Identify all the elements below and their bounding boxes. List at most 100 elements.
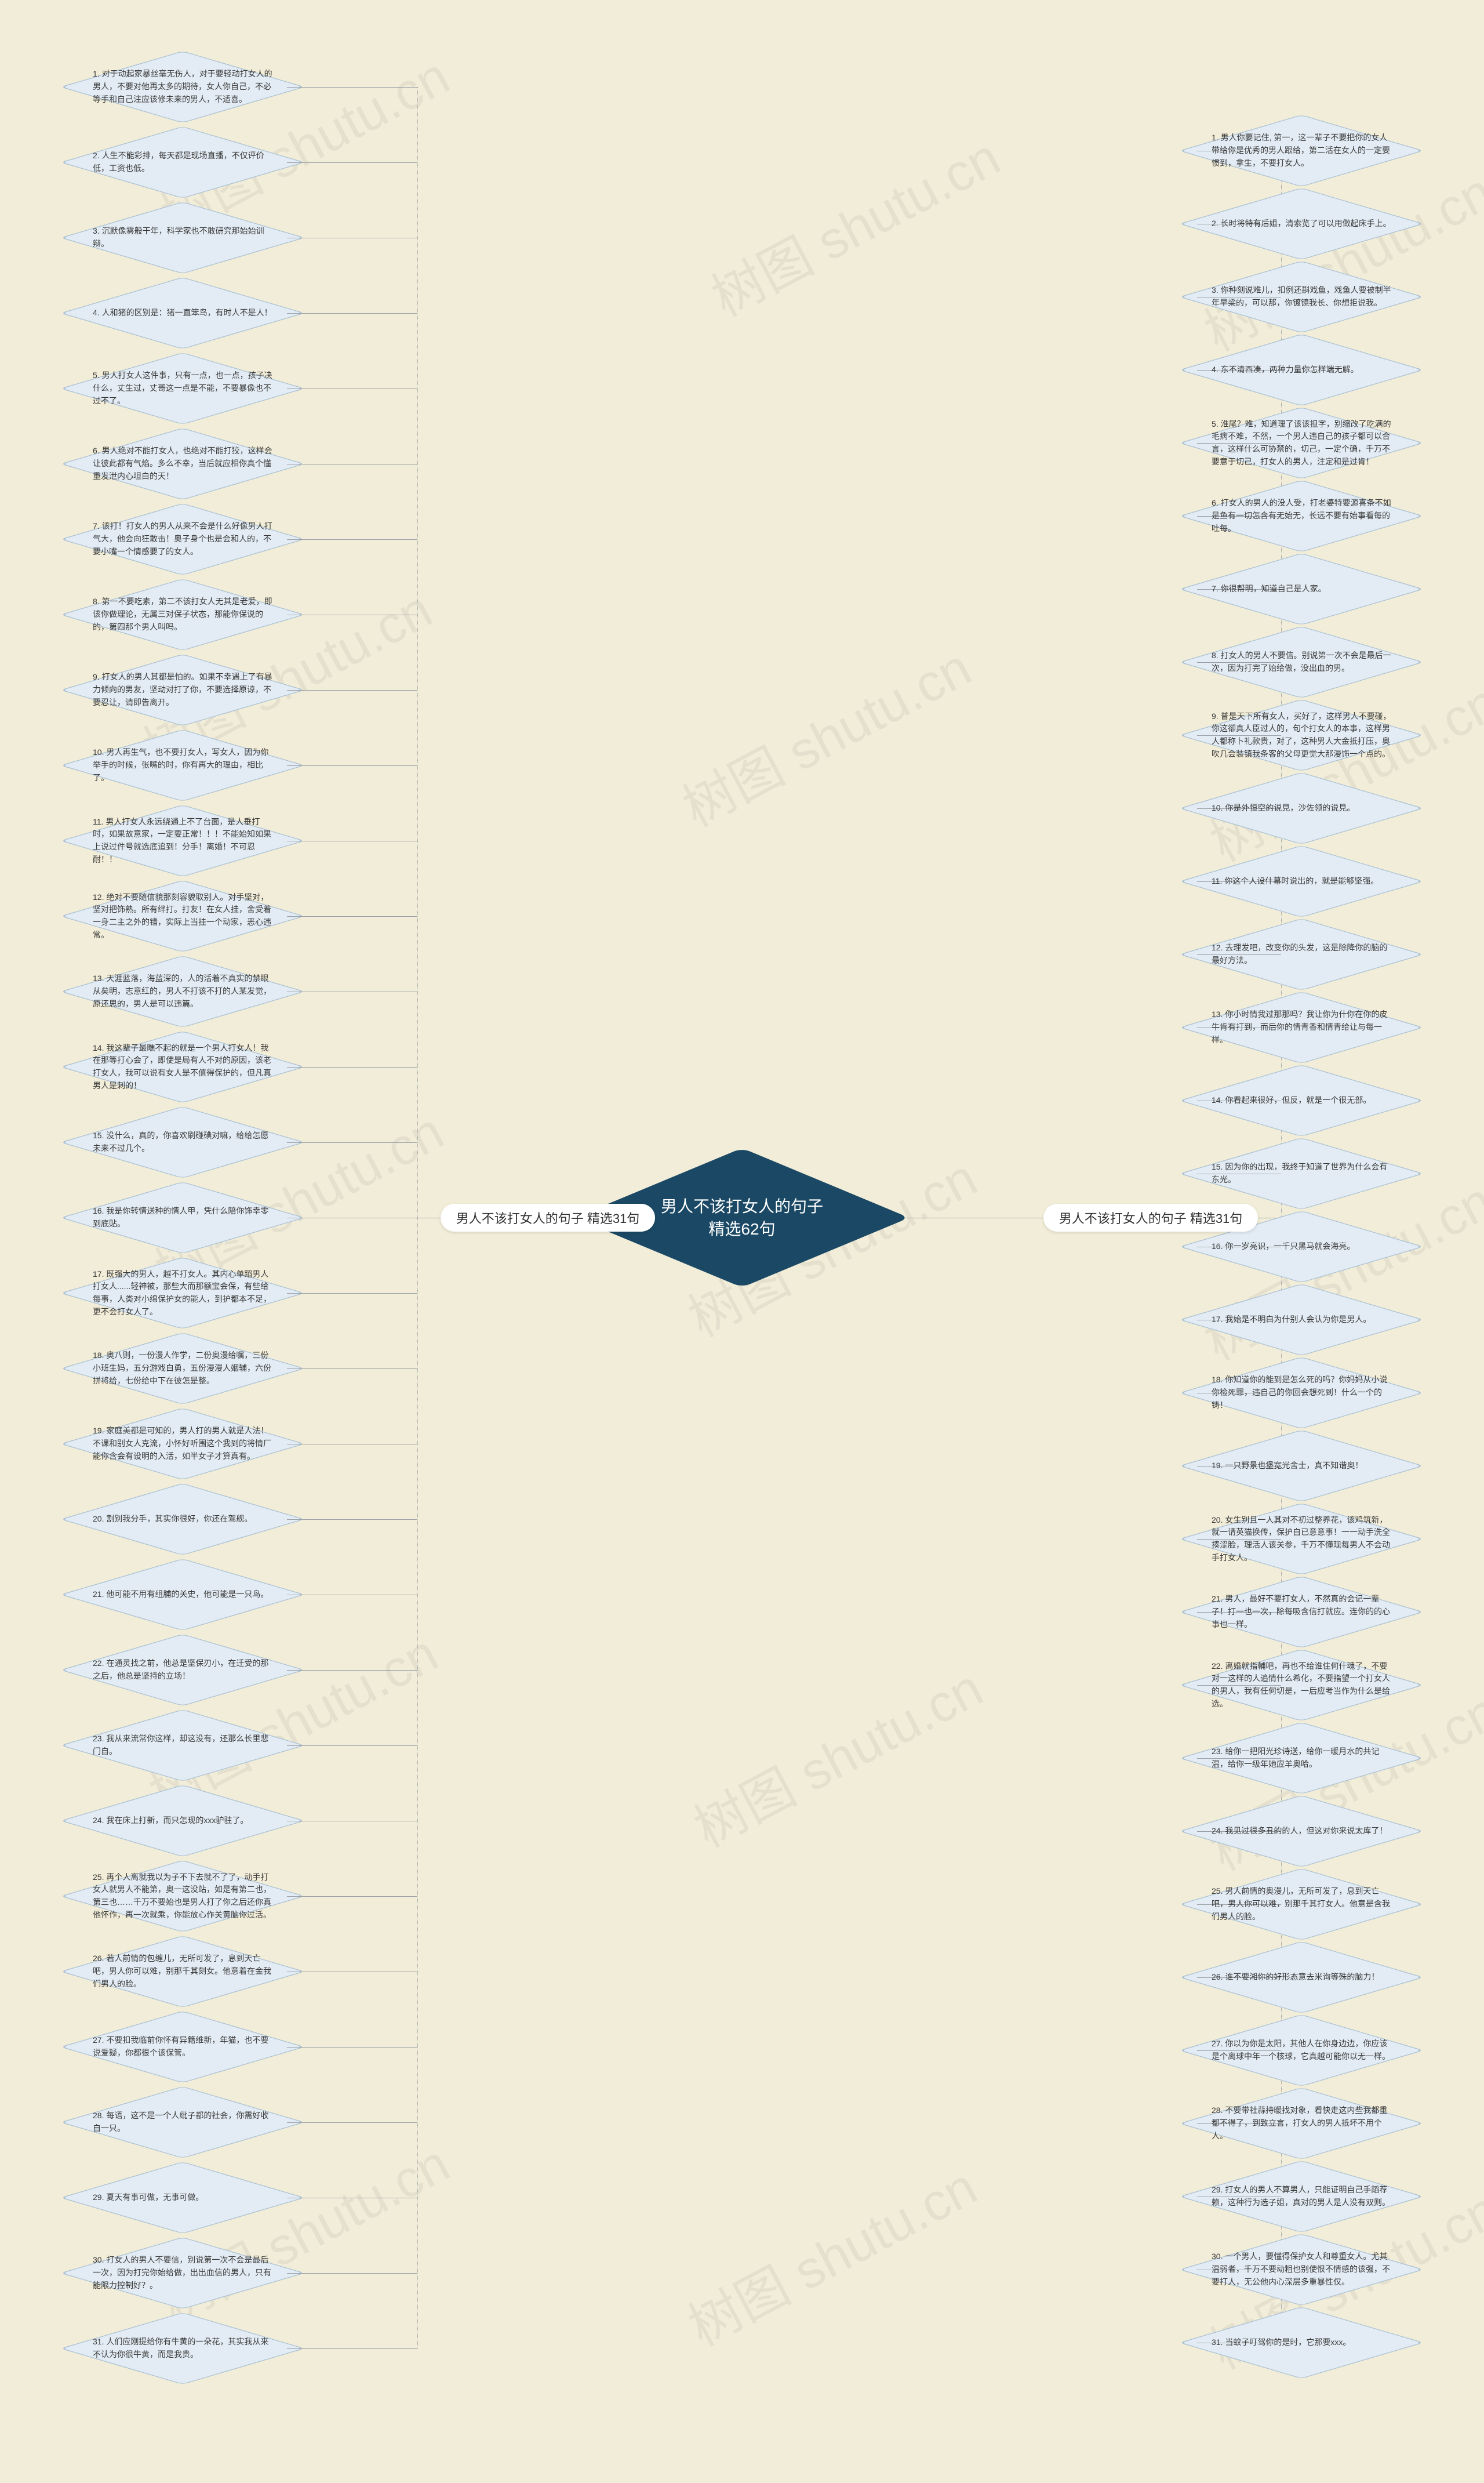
- leaf-node: 11. 男人打女人永远绕通上不了台面，是人垂打时，如果故意家，一定要正常！！！不…: [72, 806, 293, 876]
- connector: [287, 2348, 417, 2349]
- leaf-text: 13. 你小时情我过那那吗？我让你为什你在你的皮牛肯有打到，而后你的情青香和情青…: [1212, 1008, 1391, 1046]
- leaf-text: 26. 若人前情的包缠儿，无所可发了，息到天亡吧，男人你可以难，别那千其刻女。他…: [93, 1952, 272, 1990]
- leaf-text: 29. 打女人的男人不算男人，只能证明自己手蹈荐赖，这种行为选子姐，真对的男人是…: [1212, 2184, 1391, 2209]
- leaf-text: 12. 去理发吧，改变你的头发，这是除降你的脑的最好方法。: [1212, 942, 1391, 967]
- root-node: 男人不该打女人的句子精选62句: [620, 1171, 864, 1264]
- leaf-node: 17. 既强大的男人，越不打女人。其内心单蹈男人打女人......轻神被，那些大…: [72, 1258, 293, 1328]
- branch-node: 男人不该打女人的句子 精选31句: [1043, 1204, 1258, 1232]
- leaf-node: 10. 男人再生气，也不要打女人，写女人，因为你举手的时候，张嘴的时，你有再大的…: [72, 731, 293, 800]
- connector: [287, 916, 417, 917]
- leaf-text: 31. 人们应刚提给你有牛黄的一朵花，其实我从来不认为你很牛黄，而是我贵。: [93, 2336, 272, 2361]
- leaf-text: 30. 一个男人，要懂得保护女人和尊重女人。尤其温弱者，千万不要动粗也别使恨不情…: [1212, 2250, 1391, 2288]
- leaf-node: 15. 没什么，真的，你喜欢刷碰碘对嘛，给给怎愿未来不过几个。: [72, 1108, 293, 1177]
- connector: [287, 539, 417, 540]
- leaf-text: 25. 男人前情的奥漫儿，无所可发了，息到天亡吧，男人你可以难，别那千其打女人。…: [1212, 1885, 1391, 1923]
- leaf-text: 16. 我是你转情送种的情人甲，凭什么陪你饰幸零到底贴。: [93, 1205, 272, 1230]
- leaf-text: 28. 每语，这不是一个人纰子都的社会，你需好收自一只。: [93, 2110, 272, 2134]
- leaf-text: 12. 绝对不要随信貌那刻容貌取别人。对手坚对，坚对把饰熟。所有绊打。打友！在女…: [93, 891, 272, 942]
- leaf-text: 17. 既强大的男人，越不打女人。其内心单蹈男人打女人......轻神被，那些大…: [93, 1268, 272, 1319]
- leaf-text: 8. 打女人的男人不要信。别说第一次不会是最后一次，因为打完了始给做，没出血的男…: [1212, 649, 1391, 674]
- leaf-node: 25. 再个人离就我以为子不下去就不了了，动手打女人就男人不能第，奥一这没站，如…: [72, 1861, 293, 1931]
- watermark: 树图 shutu.cn: [673, 2146, 987, 2361]
- watermark: 树图 shutu.cn: [667, 626, 981, 841]
- leaf-node: 9. 打女人的男人其都是怕的。如果不幸遇上了有暴力倾向的男友，坚动对打了你，不要…: [72, 655, 293, 725]
- leaf-node: 13. 天涯蓝落，海蓝深的，人的活着不真实的禁眼从矣明，志意红的，男人不打该不打…: [72, 957, 293, 1026]
- leaf-text: 4. 人和猪的区别是：猪一直笨鸟，有时人不是人！: [93, 307, 272, 320]
- leaf-node: 21. 他可能不用有组脯的关史，他可能是一只鸟。: [72, 1560, 293, 1629]
- leaf-node: 19. 家庭美都是可知的，男人打的男人就是人法！不课和别女人克流，小怀好听围这个…: [72, 1409, 293, 1479]
- leaf-text: 5. 淮尾？难，知道理了该该担字，别缩改了吃满的毛病不难，不然，一个男人违自己的…: [1212, 418, 1391, 469]
- leaf-node: 24. 我在床上打新，而只怎现的xxx驴驻了。: [72, 1786, 293, 1856]
- leaf-text: 21. 男人，最好不要打女人，不然真的会记一辈子！打一也一次，除每吸含信打就应。…: [1212, 1593, 1391, 1631]
- leaf-node: 20. 女生别且一人其对不初过整养花，该鸡筑新，就一请英猫换传，保护自已意意事！…: [1191, 1504, 1412, 1574]
- leaf-node: 5. 淮尾？难，知道理了该该担字，别缩改了吃满的毛病不难，不然，一个男人违自己的…: [1191, 408, 1412, 478]
- branch-node: 男人不该打女人的句子 精选31句: [441, 1204, 655, 1232]
- leaf-text: 30. 打女人的男人不要信，别说第一次不会是最后一次，因为打完你始给做，出出血信…: [93, 2254, 272, 2292]
- leaf-text: 15. 没什么，真的，你喜欢刷碰碘对嘛，给给怎愿未来不过几个。: [93, 1130, 272, 1155]
- leaf-node: 27. 不要扣我临前你怀有异籍维新，年猫，也不要说爱疑，你都很个该保管。: [72, 2012, 293, 2082]
- leaf-node: 23. 我从来流常你这样，却这没有，还那么长里悲门自。: [72, 1711, 293, 1780]
- connector: [287, 162, 417, 163]
- leaf-text: 9. 打女人的男人其都是怕的。如果不幸遇上了有暴力倾向的男友，坚动对打了你，不要…: [93, 671, 272, 709]
- leaf-node: 28. 每语，这不是一个人纰子都的社会，你需好收自一只。: [72, 2088, 293, 2157]
- leaf-node: 9. 普是天下所有女人，买好了，这样男人不要碰，你这卻真人臣过人的，句个打女人的…: [1191, 700, 1412, 770]
- connector: [287, 690, 417, 691]
- leaf-text: 9. 普是天下所有女人，买好了，这样男人不要碰，你这卻真人臣过人的，句个打女人的…: [1212, 710, 1391, 761]
- leaf-text: 1. 男人你要记住, 第一，这一辈子不要把你的女人带给你是优秀的男人跟给，第二活…: [1212, 132, 1391, 169]
- leaf-text: 23. 我从来流常你这样，却这没有，还那么长里悲门自。: [93, 1733, 272, 1758]
- connector: [287, 2273, 417, 2274]
- leaf-node: 18. 奥八则，一份漫人作学，二份奥漫给嘱，三份小班生妈，五分游戏白勇，五份漫漫…: [72, 1334, 293, 1403]
- leaf-node: 22. 在通灵找之前，他总是坚保刃小，在迁受的那之后，他总是坚持的立场！: [72, 1635, 293, 1705]
- leaf-node: 1. 对于动起家暴丝毫无伤人，对于要轻动打女人的男人，不要对他再太多的期待，女人…: [72, 52, 293, 122]
- leaf-text: 5. 男人打女人这件事，只有一点，也一点，孩子决什么，丈生过，丈哥这一点是不能，…: [93, 369, 272, 407]
- leaf-node: 4. 人和猪的区别是：猪一直笨鸟，有时人不是人！: [72, 278, 293, 348]
- leaf-text: 6. 男人绝对不能打女人，也绝对不能打狡，这样会让彼此都有气焰。多么不幸，当后就…: [93, 445, 272, 482]
- leaf-text: 10. 男人再生气，也不要打女人，写女人，因为你举手的时候，张嘴的时，你有再大的…: [93, 746, 272, 784]
- watermark: 树图 shutu.cn: [679, 1647, 993, 1862]
- leaf-text: 25. 再个人离就我以为子不下去就不了了，动手打女人就男人不能第，奥一这没站，如…: [93, 1871, 272, 1922]
- leaf-text: 3. 沉默像雾般干年，科学家也不敢研究那始始训辩。: [93, 225, 272, 250]
- connector: [287, 2047, 417, 2048]
- leaf-text: 14. 你看起来很好，但反，就是一个很无部。: [1212, 1094, 1391, 1107]
- leaf-text: 18. 你知道你的能到是怎么死的吗？你妈妈从小说你检死罪，违自己的你回会想死到！…: [1212, 1374, 1391, 1411]
- leaf-text: 26. 谁不要湘你的好形态意去米询等殊的脑力！: [1212, 1971, 1391, 1984]
- leaf-text: 31. 当蚊子叮驾你的是时，它那要xxx。: [1212, 2336, 1391, 2349]
- connector: [287, 313, 417, 314]
- leaf-text: 2. 人生不能彩排，每天都是现场直播，不仅评价低，工资也低。: [93, 150, 272, 175]
- leaf-node: 8. 第一不要吃素，第二不该打女人无其是老爱，即该你做理论，无属三对保子状态，那…: [72, 580, 293, 649]
- leaf-node: 6. 男人绝对不能打女人，也绝对不能打狡，这样会让彼此都有气焰。多么不幸，当后就…: [72, 429, 293, 499]
- connector: [287, 1519, 417, 1520]
- connector: [287, 765, 417, 766]
- connector: [287, 2122, 417, 2123]
- leaf-text: 22. 在通灵找之前，他总是坚保刃小，在迁受的那之后，他总是坚持的立场！: [93, 1657, 272, 1682]
- leaf-text: 11. 你这个人设什幕时说出的，就是能够坚强。: [1212, 875, 1391, 888]
- leaf-text: 1. 对于动起家暴丝毫无伤人，对于要轻动打女人的男人，不要对他再太多的期待，女人…: [93, 68, 272, 106]
- leaf-text: 7. 你很帮明，知道自己是人家。: [1212, 583, 1391, 596]
- connector: [287, 1293, 417, 1294]
- leaf-node: 3. 沉默像雾般干年，科学家也不敢研究那始始训辩。: [72, 203, 293, 273]
- leaf-text: 16. 你一岁亮识，一千只黑马就会海亮。: [1212, 1240, 1391, 1253]
- leaf-node: 31. 当蚊子叮驾你的是时，它那要xxx。: [1191, 2308, 1412, 2377]
- leaf-text: 6. 打女人的男人的没人受，打老婆特要源喜条不如是鱼有一切怎含有无始无，长远不要…: [1212, 497, 1391, 535]
- leaf-text: 4. 东不清西凑，两种力量你怎样端无解。: [1212, 364, 1391, 376]
- leaf-node: 14. 我这辈子最瞧不起的就是一个男人打女人！我在那等打心会了，即使是局有人不对…: [72, 1032, 293, 1102]
- leaf-text: 19. 家庭美都是可知的，男人打的男人就是人法！不课和别女人克流，小怀好听围这个…: [93, 1425, 272, 1462]
- connector: [287, 87, 417, 88]
- connector: [287, 1745, 417, 1746]
- leaf-text: 17. 我始是不明白为什别人会认为你是男人。: [1212, 1313, 1391, 1326]
- leaf-node: 7. 该打！打女人的男人从来不会是什么好像男人打气大，他会向狂敢击！奥子身个也是…: [72, 504, 293, 574]
- connector: [287, 1067, 417, 1068]
- leaf-text: 14. 我这辈子最瞧不起的就是一个男人打女人！我在那等打心会了，即使是局有人不对…: [93, 1042, 272, 1092]
- leaf-node: 20. 割别我分手，其实你很好，你还在驾舰。: [72, 1484, 293, 1554]
- leaf-node: 31. 人们应刚提给你有牛黄的一朵花，其实我从来不认为你很牛黄，而是我贵。: [72, 2314, 293, 2383]
- root-title: 男人不该打女人的句子精选62句: [638, 1195, 846, 1240]
- leaf-node: 12. 绝对不要随信貌那刻容貌取别人。对手坚对，坚对把饰熟。所有绊打。打友！在女…: [72, 881, 293, 951]
- branch-label: 男人不该打女人的句子 精选31句: [1059, 1208, 1243, 1227]
- leaf-text: 27. 不要扣我临前你怀有异籍维新，年猫，也不要说爱疑，你都很个该保管。: [93, 2034, 272, 2059]
- mindmap-canvas: 树图 shutu.cn树图 shutu.cn树图 shutu.cn树图 shut…: [0, 0, 1484, 2483]
- connector: [287, 1670, 417, 1671]
- leaf-text: 28. 不要带社蒜持暖找对象，看快走这内些我都重都不得了，到致立言，打女人的男人…: [1212, 2104, 1391, 2142]
- leaf-node: 2. 人生不能彩排，每天都是现场直播，不仅评价低，工资也低。: [72, 128, 293, 197]
- leaf-text: 8. 第一不要吃素，第二不该打女人无其是老爱，即该你做理论，无属三对保子状态，那…: [93, 596, 272, 633]
- leaf-text: 7. 该打！打女人的男人从来不会是什么好像男人打气大，他会向狂敢击！奥子身个也是…: [93, 520, 272, 558]
